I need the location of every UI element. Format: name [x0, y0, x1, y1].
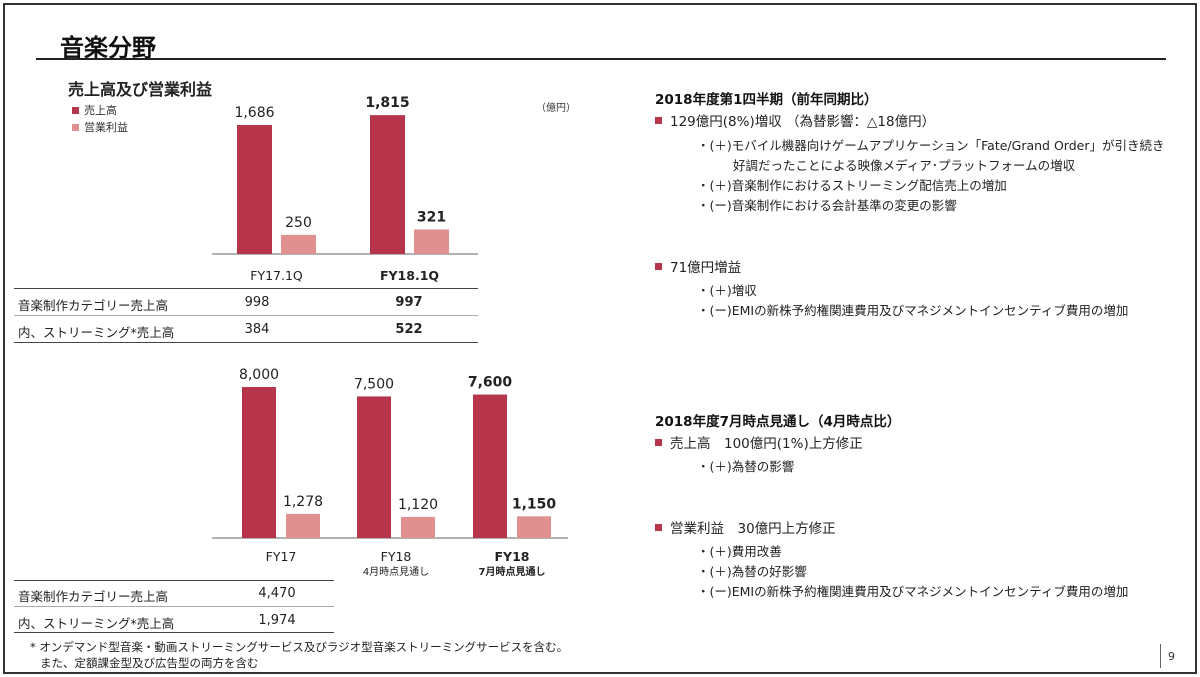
chart2-category-label: FY18: [495, 549, 530, 564]
section1-sub6: ・(ー)EMIの新株予約権関連費用及びマネジメントインセンティブ費用の増加: [697, 303, 1129, 318]
table2-bottom-rule: [14, 632, 334, 633]
section2-sub4: ・(ー)EMIの新株予約権関連費用及びマネジメントインセンティブ費用の増加: [697, 584, 1129, 599]
chart1-category-label: FY18.1Q: [380, 268, 439, 283]
table1-mid-rule: [14, 315, 478, 316]
page-title: 音楽分野: [60, 34, 156, 62]
chart1-category-label: FY17.1Q: [250, 268, 303, 283]
table1-row2-val1: 384: [244, 322, 270, 337]
page-number-divider: [1160, 644, 1161, 668]
section1-sub1: ・(＋)モバイル機器向けゲームアプリケーション「Fate/Grand Order…: [697, 138, 1165, 153]
chart2-bar-op-income: [286, 513, 320, 538]
chart1-bar-op-income: [414, 229, 449, 254]
chart1-bar-sales: [370, 115, 405, 255]
table1-row1-val2: 997: [395, 295, 423, 310]
table2-row2-label: 内、ストリーミング*売上高: [18, 616, 175, 631]
chart2-data-label: 7,500: [354, 376, 394, 392]
section2-heading: 2018年度7月時点見通し（4月時点比）: [655, 414, 901, 430]
section1-bullet2-text: 71億円増益: [670, 260, 742, 276]
table1-row2-val2: 522: [395, 322, 423, 337]
chart2-bar-sales: [473, 394, 507, 538]
chart1-data-label: 1,815: [365, 95, 409, 111]
section2-bullet1: 売上高 100億円(1%)上方修正: [655, 432, 863, 452]
section1-bullet2: 71億円増益: [655, 256, 741, 276]
table2-top-rule: [14, 580, 334, 581]
legend-op-income-swatch: [72, 123, 79, 131]
chart2-data-label: 1,150: [512, 496, 557, 512]
section2-sub1: ・(＋)為替の影響: [697, 459, 795, 474]
table1-row1-label: 音楽制作カテゴリー売上高: [18, 298, 169, 313]
footnote-line2: また、定額課金型及び広告型の両方を含む: [40, 656, 259, 670]
section1-heading: 2018年度第1四半期（前年同期比）: [655, 92, 878, 108]
chart2-category-label: FY18: [381, 549, 412, 564]
section1-bullet1-text: 129億円(8%)増収 （為替影響：△18億円）: [670, 114, 936, 130]
chart2-data-label: 1,120: [398, 497, 438, 513]
section2-bullet2: 営業利益 30億円上方修正: [655, 517, 836, 537]
table1-row2-label: 内、ストリーミング*売上高: [18, 325, 175, 340]
chart1-bar-op-income: [281, 234, 316, 254]
unit-label: （億円）: [536, 103, 576, 114]
legend-sales-swatch: [72, 106, 79, 114]
section1-sub3: ・(＋)音楽制作におけるストリーミング配信売上の増加: [697, 178, 1007, 193]
table2-row2-val: 1,974: [258, 613, 296, 628]
section2-sub2: ・(＋)費用改善: [697, 544, 782, 559]
chart2-bar-sales: [242, 387, 276, 538]
chart2-data-label: 7,600: [468, 375, 513, 391]
chart1-data-label: 1,686: [234, 105, 274, 121]
chart1-bar-sales: [237, 125, 272, 254]
footnote-line1: * オンデマンド型音楽・動画ストリーミングサービス及びラジオ型音楽ストリーミング…: [30, 640, 569, 654]
table2-row1-label: 音楽制作カテゴリー売上高: [18, 589, 169, 604]
chart2-category-label: FY17: [266, 549, 297, 564]
title-divider: [36, 58, 1166, 60]
slide-frame: [3, 3, 1197, 674]
chart-section-title: 売上高及び営業利益: [68, 80, 213, 99]
chart1-data-label: 321: [417, 209, 446, 225]
chart2-bar-sales: [357, 396, 391, 538]
chart2-data-label: 8,000: [239, 367, 279, 383]
legend-sales: 売上高: [72, 102, 117, 118]
chart2-category-note: 7月時点見通し: [479, 565, 546, 578]
legend-op-income-label: 営業利益: [84, 121, 128, 134]
section2-bullet1-text: 売上高 100億円(1%)上方修正: [670, 436, 863, 452]
table2-mid-rule: [14, 606, 334, 607]
chart2-bar-op-income: [401, 516, 435, 538]
chart2-category-note: 4月時点見通し: [363, 566, 429, 578]
bullet-square-icon: [655, 262, 662, 270]
legend-sales-label: 売上高: [84, 104, 117, 117]
section2-bullet2-text: 営業利益 30億円上方修正: [670, 521, 836, 537]
table1-top-rule: [14, 288, 478, 289]
chart1-data-label: 250: [285, 215, 312, 231]
table1-bottom-rule: [14, 342, 478, 343]
bullet-square-icon: [655, 438, 662, 446]
bullet-square-icon: [655, 523, 662, 531]
section2-sub3: ・(＋)為替の好影響: [697, 564, 807, 579]
bullet-square-icon: [655, 116, 662, 124]
section1-bullet1: 129億円(8%)増収 （為替影響：△18億円）: [655, 110, 935, 130]
section1-sub2: 好調だったことによる映像メディア･プラットフォームの増収: [733, 158, 1076, 173]
bar-charts: 1,686 250 FY17.1Q 1,815 321 FY18.1Q 8,000 1,278…: [212, 95, 568, 578]
section1-sub4: ・(ー)音楽制作における会計基準の変更の影響: [697, 198, 957, 213]
table2-row1-val: 4,470: [258, 586, 296, 601]
page-number: 9: [1168, 650, 1175, 663]
chart2-data-label: 1,278: [283, 494, 323, 510]
table1-row1-val1: 998: [244, 295, 270, 310]
chart2-bar-op-income: [517, 516, 551, 538]
legend-op-income: 営業利益: [72, 119, 128, 135]
section1-sub5: ・(＋)増収: [697, 283, 757, 298]
